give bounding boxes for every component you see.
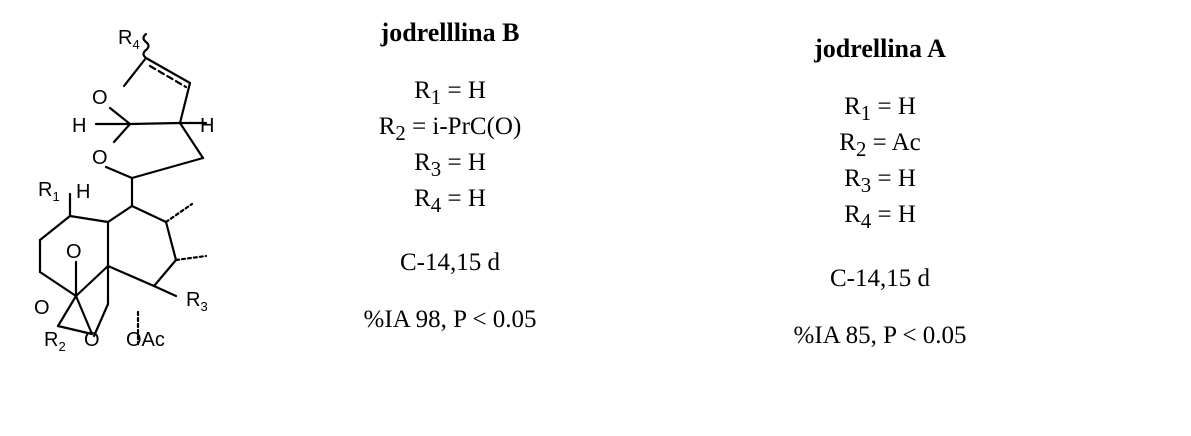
bond bbox=[122, 56, 148, 88]
substituent-line: R4 = H bbox=[414, 185, 486, 217]
bond bbox=[152, 258, 178, 288]
bond bbox=[56, 294, 78, 328]
bond bbox=[74, 264, 110, 298]
h-left-label: H bbox=[72, 115, 86, 137]
r2-label: R2 bbox=[44, 329, 66, 354]
o-ester-label: O bbox=[84, 329, 100, 351]
wavy-bond bbox=[142, 32, 150, 60]
r3-label: R3 bbox=[186, 289, 208, 314]
o-epoxide-label: O bbox=[34, 297, 50, 319]
bond bbox=[104, 165, 134, 180]
hashed-bond bbox=[174, 254, 208, 262]
bond bbox=[130, 156, 205, 180]
bond bbox=[112, 122, 132, 144]
bond bbox=[38, 270, 78, 298]
bond bbox=[92, 302, 110, 338]
substituent-line: R3 = H bbox=[414, 149, 486, 181]
bond bbox=[164, 220, 178, 262]
bond bbox=[38, 214, 72, 242]
r4-label: R4 bbox=[118, 27, 140, 52]
bond bbox=[130, 204, 168, 224]
bond bbox=[178, 121, 205, 160]
bond bbox=[108, 106, 132, 126]
o-furan-label: O bbox=[92, 87, 108, 109]
compound-b-panel: jodrelllina B R1 = H R2 = i-PrC(O) R3 = … bbox=[310, 18, 590, 334]
activity-label: %IA 98, P < 0.05 bbox=[363, 306, 537, 333]
hashed-bond bbox=[164, 202, 194, 224]
position-label: C-14,15 d bbox=[830, 265, 930, 292]
activity-label: %IA 85, P < 0.05 bbox=[793, 322, 967, 349]
bond bbox=[74, 294, 94, 336]
dashed-bond bbox=[148, 64, 188, 89]
compound-name: jodrelllina B bbox=[380, 18, 520, 47]
compound-a-panel: jodrellina A R1 = H R2 = Ac R3 = H R4 = … bbox=[735, 34, 1025, 350]
bond bbox=[128, 121, 182, 126]
bond bbox=[106, 204, 134, 224]
position-label: C-14,15 d bbox=[400, 249, 500, 276]
compound-name: jodrellina A bbox=[814, 34, 946, 63]
bond bbox=[152, 284, 178, 298]
bond bbox=[56, 324, 94, 336]
substituent-line: R2 = i-PrC(O) bbox=[378, 113, 522, 145]
substituent-line: R3 = H bbox=[844, 165, 916, 197]
r1-label: R1 bbox=[38, 179, 60, 204]
h-right-label: H bbox=[200, 115, 214, 137]
substituent-line: R4 = H bbox=[844, 201, 916, 233]
o-thf-label: O bbox=[92, 147, 108, 169]
bond bbox=[106, 264, 156, 288]
substituent-line: R1 = H bbox=[844, 93, 916, 125]
chemical-structure: R4 O H H O R1 H O R3 O R2 O OAc bbox=[34, 27, 214, 354]
bond bbox=[178, 81, 192, 125]
substituent-line: R1 = H bbox=[414, 77, 486, 109]
substituent-line: R2 = Ac bbox=[839, 129, 921, 161]
o-bridge-label: O bbox=[66, 241, 82, 263]
oac-label: OAc bbox=[126, 329, 165, 351]
bond bbox=[144, 56, 192, 85]
h-lower-label: H bbox=[76, 181, 90, 203]
bond bbox=[68, 214, 110, 224]
